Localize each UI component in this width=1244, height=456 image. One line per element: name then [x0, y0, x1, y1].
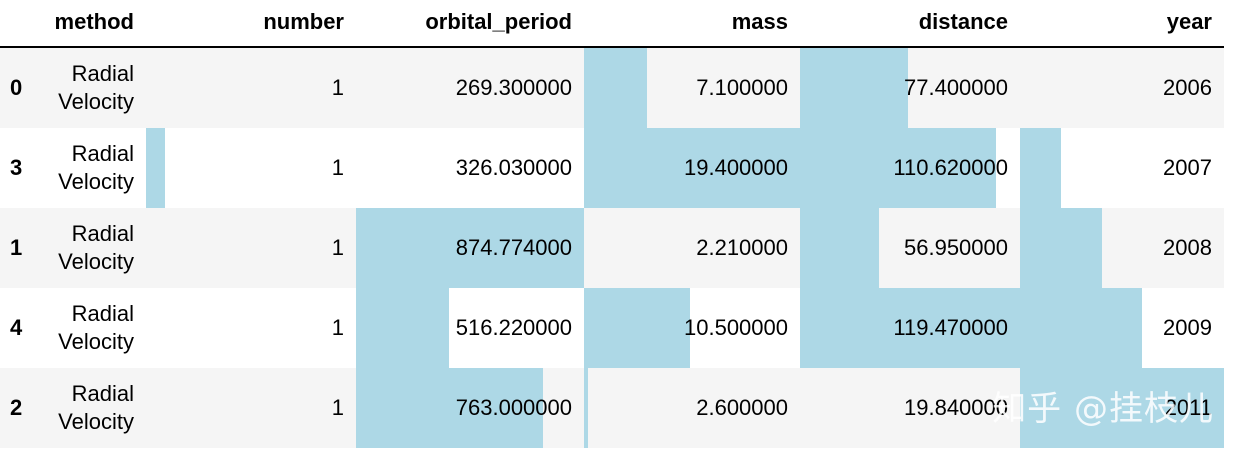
cell-method: Radial Velocity: [40, 208, 146, 288]
data-bar-distance: [800, 208, 879, 288]
cell-method: Radial Velocity: [40, 288, 146, 368]
cell-mass: 2.600000: [696, 395, 788, 420]
table-row: 2 Radial Velocity 1 763.000000 2.600000 19.840…: [0, 368, 1224, 448]
header-rule: [0, 46, 1224, 48]
cell-method: Radial Velocity: [40, 368, 146, 448]
data-bar-mass: [584, 128, 800, 208]
cell-distance: 77.400000: [904, 75, 1008, 100]
cell-distance: 119.470000: [893, 315, 1008, 340]
method-line2: Velocity: [58, 249, 134, 274]
data-bar-year: [1020, 368, 1224, 448]
cell-mass: 7.100000: [696, 75, 788, 100]
header-distance: distance: [918, 9, 1008, 34]
cell-year: 2008: [1163, 235, 1212, 260]
data-bar-distance: [800, 288, 1020, 368]
cell-number: 1: [331, 155, 344, 180]
cell-mass: 19.400000: [684, 155, 788, 180]
method-line1: Radial: [71, 381, 134, 406]
cell-number: 1: [331, 395, 344, 420]
cell-method: Radial Velocity: [40, 128, 146, 208]
data-bar-mass: [584, 288, 690, 368]
data-bar-mass: [584, 368, 588, 448]
cell-mass: 10.500000: [684, 315, 788, 340]
data-bar-orbital-period: [356, 288, 449, 368]
data-bar-orbital-period: [356, 368, 543, 448]
cell-number: 1: [331, 75, 344, 100]
header-year: year: [1166, 9, 1212, 34]
row-index: 0: [10, 75, 23, 100]
data-bar-number: [146, 128, 165, 208]
cell-orbital-period: 874.774000: [455, 235, 572, 260]
row-index: 1: [10, 235, 23, 260]
data-bar-year: [1020, 288, 1142, 368]
table-row: 1 Radial Velocity 1 874.774000 2.210000 56.950…: [0, 208, 1224, 288]
cell-orbital-period: 763.000000: [455, 395, 572, 420]
method-line1: Radial: [71, 301, 134, 326]
cell-orbital-period: 269.300000: [455, 75, 572, 100]
header-number: number: [263, 9, 344, 34]
header-method: method: [54, 9, 134, 34]
method-line1: Radial: [71, 221, 134, 246]
cell-year: 2007: [1163, 155, 1212, 180]
cell-year: 2006: [1163, 75, 1212, 100]
row-index: 4: [10, 315, 23, 340]
data-bar-mass: [584, 48, 647, 128]
cell-year: 2011: [1164, 395, 1212, 420]
data-bar-year: [1020, 128, 1061, 208]
method-line2: Velocity: [58, 169, 134, 194]
table-row: 0 Radial Velocity 1 269.300000 7.100000 77.400…: [0, 48, 1224, 128]
method-line1: Radial: [71, 61, 134, 86]
cell-mass: 2.210000: [696, 235, 788, 260]
data-bar-distance: [800, 128, 996, 208]
cell-distance: 19.840000: [904, 395, 1008, 420]
cell-distance: 56.950000: [904, 235, 1008, 260]
header-mass: mass: [731, 9, 788, 34]
row-index: 2: [10, 395, 23, 420]
cell-year: 2009: [1163, 315, 1212, 340]
method-line2: Velocity: [58, 329, 134, 354]
data-bar-distance: [800, 48, 908, 128]
header-orbital-period: orbital_period: [425, 9, 572, 34]
table-row: 4 Radial Velocity 1 516.220000 10.500000 119.4…: [0, 288, 1224, 368]
row-index: 3: [10, 155, 23, 180]
cell-number: 1: [331, 235, 344, 260]
method-line1: Radial: [71, 141, 134, 166]
cell-distance: 110.620000: [893, 155, 1008, 180]
cell-orbital-period: 516.220000: [455, 315, 572, 340]
cell-method: Radial Velocity: [40, 48, 146, 128]
method-line2: Velocity: [58, 89, 134, 114]
watermark: 知乎 @挂枝儿: [992, 389, 1214, 429]
data-bar-year: [1020, 208, 1102, 288]
cell-orbital-period: 326.030000: [455, 155, 572, 180]
cell-number: 1: [331, 315, 344, 340]
table-row: 3 Radial Velocity 1 326.030000 19.400000 110.6…: [0, 128, 1224, 208]
method-line2: Velocity: [58, 409, 134, 434]
data-bar-orbital-period: [356, 208, 584, 288]
